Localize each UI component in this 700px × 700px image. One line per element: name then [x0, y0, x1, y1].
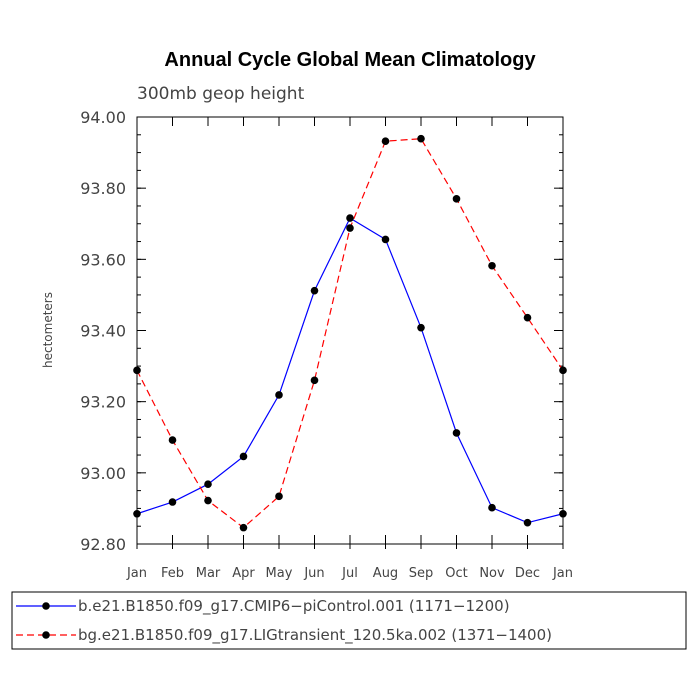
series-1-point: [523, 518, 532, 527]
x-tick-label: Jan: [126, 566, 147, 581]
y-axis-label: hectometers: [41, 292, 55, 368]
series-1-point: [204, 480, 212, 489]
series-1-point: [488, 503, 496, 512]
x-tick-label: Nov: [479, 566, 505, 581]
series-1-point: [310, 286, 319, 295]
legend-marker-series-1: [42, 602, 50, 610]
chart-subtitle: 300mb geop height: [137, 84, 305, 104]
y-tick-label: 93.00: [80, 464, 126, 483]
x-tick-label: May: [266, 566, 293, 581]
minor-ticks: [137, 116, 563, 545]
y-tick-label: 93.80: [80, 179, 126, 198]
series-layer: [133, 134, 567, 532]
legend-label-series-2: bg.e21.B1850.f09_g17.LIGtransient_120.5k…: [78, 626, 552, 645]
series-2-point: [275, 492, 283, 501]
series-line-2: [136, 138, 564, 529]
x-axis-ticks: Jan Feb Mar Apr May Jun Jul Aug Sep Oct Nov Dec Jan: [126, 117, 573, 581]
x-tick-label: Dec: [515, 566, 540, 581]
legend-marker-series-2: [42, 631, 50, 639]
series-2-point: [452, 195, 461, 203]
series-2-point: [239, 523, 248, 532]
y-tick-label: 93.20: [80, 393, 126, 412]
y-tick-label: 94.00: [80, 108, 126, 127]
legend-label-series-1: b.e21.B1850.f09_g17.CMIP6−piControl.001 …: [78, 597, 510, 616]
x-tick-label: Jul: [341, 566, 358, 581]
series-2-point: [310, 376, 319, 385]
y-tick-label: 93.40: [80, 322, 126, 341]
series-2-point: [168, 436, 177, 444]
series-2-point: [204, 496, 212, 505]
x-tick-label: Apr: [232, 566, 255, 581]
series-2-point: [417, 134, 425, 143]
series-2-point: [346, 224, 354, 232]
series-1-point: [452, 429, 461, 437]
chart-title: Annual Cycle Global Mean Climatology: [164, 49, 536, 71]
y-tick-label: 93.60: [80, 250, 126, 269]
series-1-point: [381, 235, 390, 244]
series-1-point: [417, 323, 425, 332]
y-axis-ticks: 92.80 93.00 93.20 93.40 93.60 93.80 94.00: [80, 108, 563, 554]
series-1-point: [346, 214, 354, 222]
series-2-point: [488, 261, 496, 270]
legend-box: [11, 591, 687, 650]
plot-frame: [136, 116, 564, 545]
x-tick-label: Mar: [196, 566, 221, 581]
series-1-point: [275, 391, 283, 399]
x-tick-label: Oct: [445, 566, 467, 581]
x-tick-label: Jun: [303, 566, 324, 581]
x-tick-label: Feb: [161, 566, 184, 581]
series-line-1: [136, 217, 564, 524]
series-2-point: [381, 137, 390, 145]
legend: b.e21.B1850.f09_g17.CMIP6−piControl.001 …: [11, 591, 687, 650]
series-1-point: [239, 452, 248, 461]
x-tick-label: Sep: [409, 566, 434, 581]
x-tick-label: Aug: [373, 566, 398, 581]
series-2-point: [523, 313, 532, 322]
series-1-point: [168, 498, 177, 506]
x-tick-label: Jan: [552, 566, 573, 581]
y-tick-label: 92.80: [80, 535, 126, 554]
